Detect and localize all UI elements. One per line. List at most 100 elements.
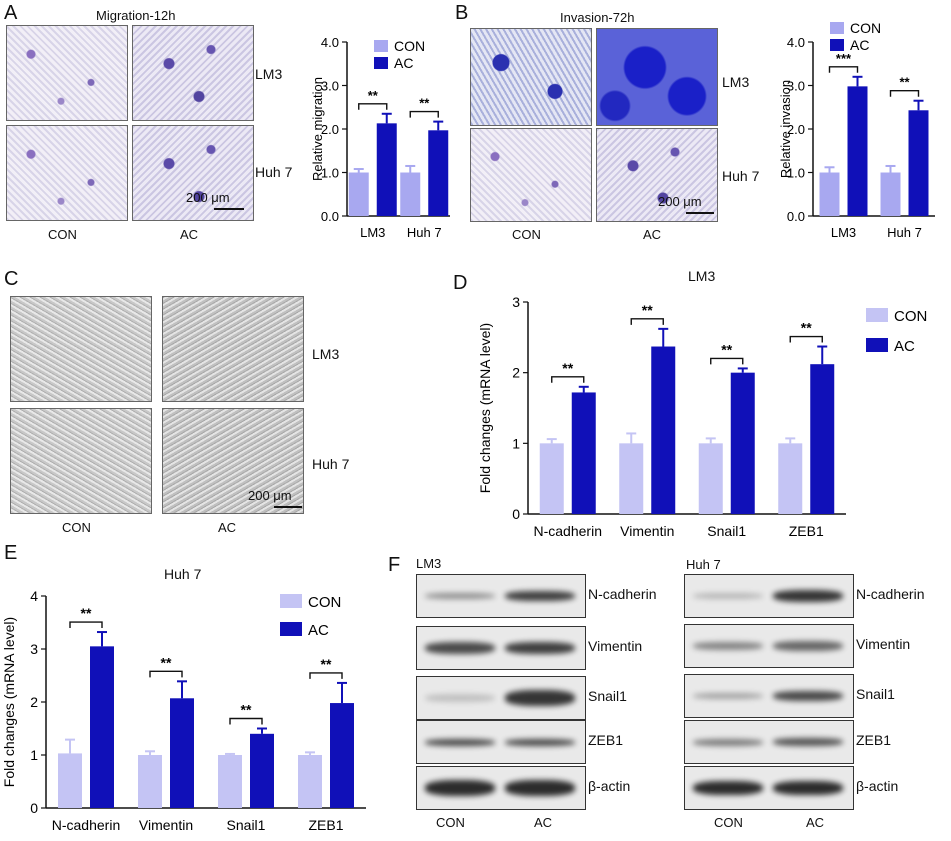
blot-band — [425, 780, 495, 796]
micrograph-b-lm3-con — [470, 28, 592, 126]
bar-ac — [908, 110, 929, 216]
bar-con — [778, 443, 803, 514]
sig-marker: ** — [642, 302, 653, 318]
sig-bracket — [309, 672, 343, 679]
blot-left-col-ac: AC — [534, 815, 553, 830]
blot-band — [425, 642, 495, 654]
x-tick-label: Huh 7 — [887, 225, 922, 240]
blot-band — [505, 591, 575, 601]
blot-huh7-zeb1 — [684, 720, 854, 764]
blot-band — [773, 590, 843, 602]
sig-marker: ** — [241, 702, 252, 718]
blot-right-title: Huh 7 — [686, 557, 721, 572]
bar-con — [348, 172, 369, 216]
blot-label-huh7: Vimentin — [856, 636, 911, 652]
blot-label-lm3: β-actin — [588, 778, 631, 794]
y-tick-label: 0 — [30, 800, 38, 816]
blot-left-col-con: CON — [436, 815, 465, 830]
col-label-b-ac: AC — [643, 227, 662, 242]
legend-label-con: CON — [394, 38, 425, 54]
y-tick-label: 4.0 — [787, 35, 805, 50]
row-label-b-lm3: LM3 — [722, 74, 750, 90]
y-axis-label: Relative migration — [310, 77, 325, 181]
micrograph-c-huh7-con — [10, 408, 152, 514]
bar-ac — [847, 86, 868, 217]
bar-con — [400, 172, 421, 216]
y-tick-label: 2 — [512, 365, 520, 381]
blot-lm3-vimentin — [416, 626, 586, 670]
blot-band — [693, 642, 763, 650]
bar-ac — [428, 130, 449, 216]
blot-huh7-n-cadherin — [684, 574, 854, 618]
x-tick-label: LM3 — [360, 225, 385, 240]
legend-swatch-con — [866, 308, 888, 322]
sig-bracket — [409, 110, 439, 118]
legend-label-ac: AC — [894, 338, 915, 355]
blot-label-lm3: N-cadherin — [588, 586, 657, 602]
y-tick-label: 1 — [30, 747, 38, 763]
blot-lm3--actin — [416, 766, 586, 810]
bar-ac — [330, 703, 354, 808]
chart-huh7-mrna: 0 1 2 3 4 Fold changes (mRNA level) N-cadherin… — [1, 588, 366, 833]
x-tick-label: Huh 7 — [407, 225, 442, 240]
micrograph-a-huh7-ac — [132, 125, 254, 221]
chart-invasion: 0.0 1.0 2.0 3.0 4.0 Relative invasion LM3 *** Hu… — [778, 20, 935, 240]
y-tick-label: 3.0 — [321, 79, 339, 94]
blot-band — [505, 780, 575, 796]
blot-lm3-zeb1 — [416, 720, 586, 764]
blot-label-lm3: Vimentin — [588, 638, 643, 654]
blot-right-col-con: CON — [714, 815, 743, 830]
blot-huh7-vimentin — [684, 624, 854, 668]
legend-label-con: CON — [850, 20, 881, 36]
x-tick-label: ZEB1 — [789, 523, 824, 539]
sig-marker: ** — [81, 605, 92, 621]
col-label-a-ac: AC — [180, 227, 199, 242]
legend-swatch-con — [280, 594, 302, 608]
x-tick-label: Snail1 — [707, 523, 746, 539]
chart-lm3-mrna: 0 1 2 3 Fold changes (mRNA level) N-cadherin *… — [477, 294, 927, 539]
y-tick-label: 3 — [30, 641, 38, 657]
micrograph-c-lm3-con — [10, 296, 152, 402]
panel-d-title: LM3 — [688, 268, 716, 284]
y-axis-label: Fold changes (mRNA level) — [477, 323, 493, 493]
legend-label-ac: AC — [308, 622, 329, 639]
blot-lm3-snail1 — [416, 676, 586, 720]
blot-label-huh7: Snail1 — [856, 686, 895, 702]
x-tick-label: LM3 — [831, 225, 856, 240]
blot-band — [425, 694, 495, 702]
bar-ac — [571, 392, 596, 514]
y-tick-label: 2 — [30, 694, 38, 710]
blot-band — [505, 690, 575, 706]
panel-label-c: C — [4, 268, 19, 290]
bar-ac — [250, 733, 274, 808]
bar-con — [819, 172, 840, 216]
legend-swatch-con — [374, 40, 388, 52]
scale-bar-c — [274, 506, 302, 508]
blot-band — [425, 593, 495, 599]
row-label-c-huh7: Huh 7 — [312, 456, 350, 472]
x-tick-label: Snail1 — [227, 817, 266, 833]
sig-bracket — [789, 335, 823, 343]
sig-bracket — [69, 621, 103, 629]
row-label-a-huh7: Huh 7 — [255, 164, 293, 180]
y-tick-label: 4 — [30, 588, 38, 604]
blot-huh7-snail1 — [684, 674, 854, 718]
panel-e-title: Huh 7 — [164, 566, 202, 582]
bar-con — [880, 172, 901, 216]
blot-label-lm3: Snail1 — [588, 688, 627, 704]
blot-band — [773, 641, 843, 651]
y-tick-label: 0 — [512, 506, 520, 522]
sig-marker: ** — [368, 88, 379, 103]
legend-label-ac: AC — [394, 55, 413, 71]
micrograph-a-lm3-ac — [132, 25, 254, 121]
x-tick-label: ZEB1 — [308, 817, 343, 833]
col-label-c-ac: AC — [218, 520, 237, 535]
sig-bracket — [149, 670, 183, 678]
bar-ac — [376, 123, 397, 216]
blot-band — [505, 642, 575, 654]
micrograph-b-huh7-ac — [596, 128, 718, 222]
x-tick-label: Vimentin — [620, 523, 674, 539]
legend-swatch-ac — [830, 39, 844, 51]
y-tick-label: 1.0 — [787, 166, 805, 181]
sig-bracket — [358, 103, 388, 110]
